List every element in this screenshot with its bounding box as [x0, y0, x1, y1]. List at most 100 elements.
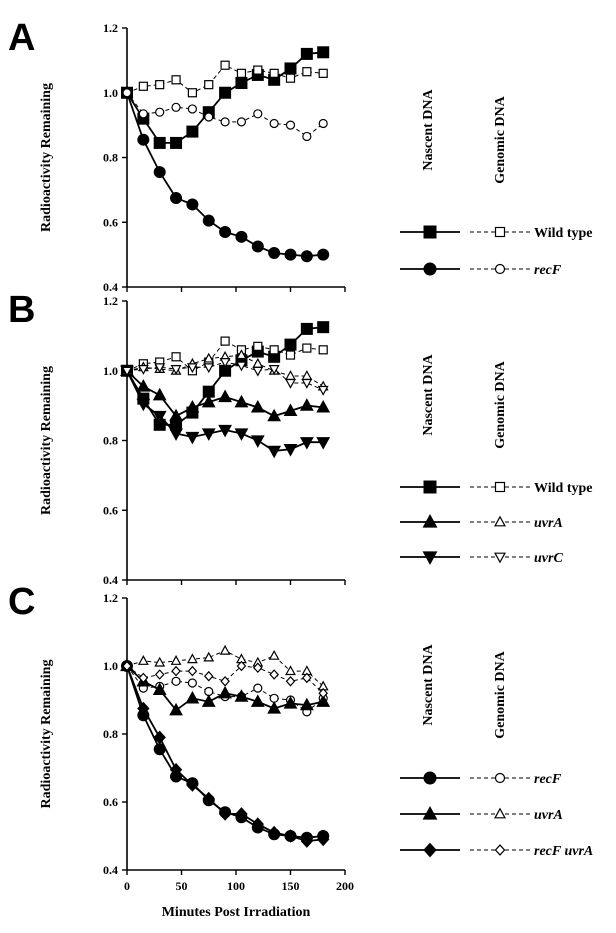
data-point [218, 389, 232, 403]
data-point [154, 669, 165, 680]
data-point [317, 321, 330, 334]
data-point [201, 694, 216, 707]
x-tick-label: 200 [336, 879, 354, 893]
data-point [153, 136, 166, 149]
legend-label: recF [534, 263, 562, 278]
data-point [300, 47, 313, 60]
legend-entry: uvrA [400, 806, 563, 823]
panel-letter: A [8, 17, 35, 59]
data-point [300, 250, 313, 263]
data-point [234, 394, 249, 408]
data-point [152, 682, 167, 695]
data-point [187, 678, 197, 688]
x-axis-label: Minutes Post Irradiation [162, 905, 311, 920]
data-point [155, 80, 165, 90]
series-A-wt-genomic [122, 60, 328, 98]
data-point [203, 352, 215, 363]
data-point [204, 80, 214, 90]
data-point [186, 198, 199, 211]
data-point [317, 385, 329, 396]
data-point [235, 77, 248, 90]
data-point [267, 701, 282, 714]
data-point [251, 817, 264, 831]
legend-marker-open [494, 552, 506, 564]
data-point [170, 191, 183, 204]
data-point [236, 660, 247, 672]
data-point [138, 672, 149, 684]
series-B-wt-nascent [121, 321, 330, 431]
y-axis-label: Radioactivity Remaining [39, 660, 54, 809]
data-point [236, 68, 247, 78]
data-point [318, 68, 328, 78]
data-point [250, 435, 265, 448]
data-point [152, 387, 167, 401]
legend-entry: Wild type [400, 225, 592, 241]
data-point [186, 125, 199, 138]
legend-label: Wild type [534, 481, 592, 496]
data-point [170, 136, 183, 149]
data-point [283, 444, 298, 457]
data-point [285, 73, 296, 83]
legend-entry: recF [400, 771, 562, 787]
data-point [269, 68, 279, 78]
data-point [171, 352, 181, 362]
x-tick-label: 0 [124, 879, 130, 893]
series-C-recFuvrA-genomic [122, 660, 329, 699]
data-point [185, 400, 200, 413]
data-point [201, 428, 216, 441]
legend-marker-open [494, 226, 506, 238]
data-point [301, 370, 313, 380]
y-axis-label: Radioactivity Remaining [39, 366, 54, 515]
y-axis-label: Radioactivity Remaining [39, 83, 54, 232]
panel-letter: C [8, 581, 35, 623]
data-point [234, 689, 249, 702]
data-point [317, 832, 330, 847]
data-point [236, 117, 247, 127]
data-point [185, 431, 200, 445]
legend-entry: recF [400, 262, 562, 278]
data-point [253, 109, 263, 119]
data-point [250, 694, 265, 707]
legend-marker-filled [422, 551, 438, 565]
series-C-recFuvrA-nascent [120, 659, 330, 848]
data-point [299, 398, 314, 411]
data-point [204, 112, 214, 122]
data-point [218, 424, 232, 438]
data-point [300, 834, 314, 848]
y-tick-label: 1.0 [103, 659, 118, 673]
data-point [152, 410, 167, 424]
data-point [252, 662, 263, 673]
data-point [137, 701, 150, 716]
legend-marker-filled [423, 842, 437, 858]
data-point [203, 670, 214, 682]
legend-entry: uvrA [400, 514, 563, 531]
legend-marker-open [494, 263, 506, 275]
panel-C: C 0.4 0.6 0.8 1.0 1.2 0 50 100 150 200 Radioactivit… [8, 581, 593, 893]
column-header-nascent: Nascent DNA [421, 88, 436, 170]
y-tick-label: 0.4 [103, 573, 118, 587]
data-point [136, 398, 151, 412]
x-tick-label: 150 [282, 879, 300, 893]
data-point [187, 104, 197, 114]
column-header-genomic: Genomic DNA [493, 95, 508, 183]
data-point [202, 214, 215, 227]
data-point [169, 762, 183, 777]
data-point [171, 75, 181, 85]
data-point [218, 807, 232, 821]
data-point [136, 379, 151, 392]
data-point [267, 825, 281, 840]
panel-B: B 0.4 0.6 0.8 1.0 1.2 Radioactivity Remaining N… [8, 289, 592, 587]
data-point [302, 67, 312, 77]
legend-entry: uvrC [400, 551, 563, 566]
data-point [318, 118, 328, 129]
series-A-recF-genomic [122, 88, 328, 142]
data-point [235, 230, 248, 243]
data-point [122, 660, 132, 672]
y-tick-label: 0.6 [103, 215, 118, 229]
data-point [316, 694, 331, 707]
legend-label: Wild type [534, 226, 592, 241]
data-point [202, 791, 215, 806]
column-header-nascent: Nascent DNA [421, 353, 436, 435]
data-point [269, 118, 279, 129]
